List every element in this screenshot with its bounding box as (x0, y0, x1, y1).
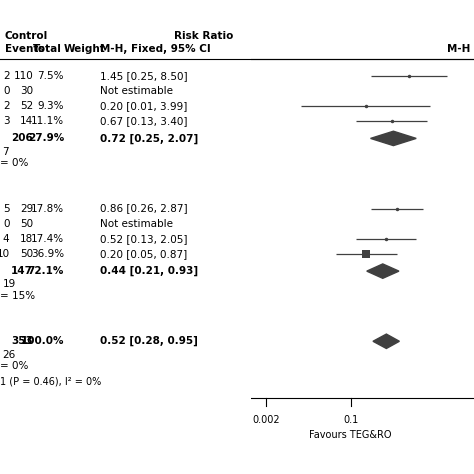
Text: 30: 30 (20, 86, 33, 96)
Text: Not estimable: Not estimable (100, 219, 173, 229)
Text: 10: 10 (0, 249, 9, 259)
Text: 2: 2 (3, 101, 9, 111)
Text: 0.20 [0.01, 3.99]: 0.20 [0.01, 3.99] (100, 101, 187, 111)
Text: Control: Control (5, 31, 48, 41)
Text: 9.3%: 9.3% (37, 101, 64, 111)
Text: 0.44 [0.21, 0.93]: 0.44 [0.21, 0.93] (100, 266, 198, 276)
Text: 147: 147 (11, 266, 33, 276)
Text: 100.0%: 100.0% (20, 336, 64, 346)
Text: 0.86 [0.26, 2.87]: 0.86 [0.26, 2.87] (100, 203, 187, 214)
Text: 110: 110 (13, 71, 33, 81)
Text: M-H: M-H (447, 44, 471, 55)
Polygon shape (371, 131, 416, 146)
Polygon shape (373, 334, 400, 348)
Text: 206: 206 (11, 133, 33, 144)
Text: Weight: Weight (64, 44, 106, 55)
Text: 14: 14 (20, 116, 33, 127)
Text: 0: 0 (3, 86, 9, 96)
Text: 7.5%: 7.5% (37, 71, 64, 81)
Text: Total: Total (33, 44, 62, 55)
Text: 72.1%: 72.1% (27, 266, 64, 276)
Text: 7: 7 (2, 146, 9, 157)
Text: 27.9%: 27.9% (28, 133, 64, 144)
Text: 50: 50 (20, 249, 33, 259)
Text: 1.45 [0.25, 8.50]: 1.45 [0.25, 8.50] (100, 71, 187, 81)
Text: 0.52 [0.13, 2.05]: 0.52 [0.13, 2.05] (100, 234, 187, 244)
Text: 18: 18 (20, 234, 33, 244)
Text: = 15%: = 15% (0, 291, 35, 301)
Text: Events: Events (5, 44, 44, 55)
Text: 17.4%: 17.4% (31, 234, 64, 244)
Polygon shape (367, 264, 399, 278)
Text: 353: 353 (11, 336, 33, 346)
Text: 11.1%: 11.1% (31, 116, 64, 127)
Text: 36.9%: 36.9% (31, 249, 64, 259)
Text: 3: 3 (3, 116, 9, 127)
Text: 1 (P = 0.46), I² = 0%: 1 (P = 0.46), I² = 0% (0, 376, 101, 386)
Text: Not estimable: Not estimable (100, 86, 173, 96)
Text: 0: 0 (3, 219, 9, 229)
Text: 26: 26 (2, 349, 16, 360)
Text: 2: 2 (3, 71, 9, 81)
Text: 5: 5 (3, 203, 9, 214)
Text: 0.002: 0.002 (252, 415, 280, 425)
Text: 0.1: 0.1 (343, 415, 358, 425)
Text: 19: 19 (2, 279, 16, 290)
Text: 50: 50 (20, 219, 33, 229)
Text: 0.52 [0.28, 0.95]: 0.52 [0.28, 0.95] (100, 336, 197, 346)
Text: 0.20 [0.05, 0.87]: 0.20 [0.05, 0.87] (100, 249, 187, 259)
Text: 0.67 [0.13, 3.40]: 0.67 [0.13, 3.40] (100, 116, 187, 127)
Text: 4: 4 (3, 234, 9, 244)
Text: 52: 52 (20, 101, 33, 111)
Text: = 0%: = 0% (0, 361, 28, 371)
Text: M-H, Fixed, 95% CI: M-H, Fixed, 95% CI (100, 44, 210, 55)
Text: 0.72 [0.25, 2.07]: 0.72 [0.25, 2.07] (100, 133, 198, 144)
Text: Risk Ratio: Risk Ratio (174, 31, 234, 41)
Text: = 0%: = 0% (0, 158, 28, 168)
Text: 17.8%: 17.8% (31, 203, 64, 214)
Text: 29: 29 (20, 203, 33, 214)
Text: Favours TEG&RO: Favours TEG&RO (310, 430, 392, 440)
